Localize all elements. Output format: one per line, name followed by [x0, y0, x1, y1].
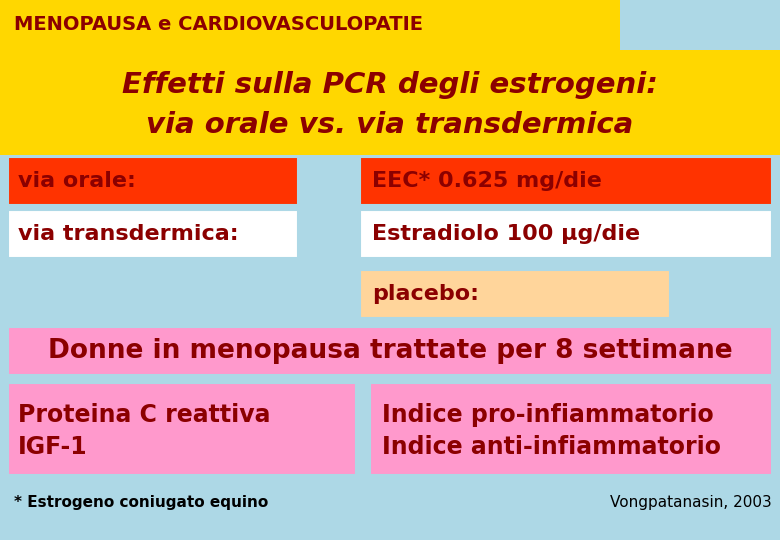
Text: Indice anti-infiammatorio: Indice anti-infiammatorio: [382, 435, 721, 459]
Text: via orale vs. via transdermica: via orale vs. via transdermica: [147, 111, 633, 139]
Text: placebo:: placebo:: [372, 284, 479, 304]
Text: EEC* 0.625 mg/die: EEC* 0.625 mg/die: [372, 171, 602, 191]
Text: MENOPAUSA e CARDIOVASCULOPATIE: MENOPAUSA e CARDIOVASCULOPATIE: [14, 16, 423, 35]
Text: Vongpatanasin, 2003: Vongpatanasin, 2003: [610, 495, 772, 510]
Bar: [8, 157, 298, 205]
Bar: [0, 0, 620, 50]
Bar: [360, 157, 772, 205]
Bar: [8, 210, 298, 258]
Bar: [0, 50, 780, 155]
Text: Estradiolo 100 μg/die: Estradiolo 100 μg/die: [372, 224, 640, 244]
Text: Indice pro-infiammatorio: Indice pro-infiammatorio: [382, 403, 714, 427]
Bar: [8, 327, 772, 375]
Text: Proteina C reattiva: Proteina C reattiva: [18, 403, 271, 427]
Bar: [360, 210, 772, 258]
Text: Effetti sulla PCR degli estrogeni:: Effetti sulla PCR degli estrogeni:: [122, 71, 658, 99]
Bar: [8, 383, 356, 475]
Text: via orale:: via orale:: [18, 171, 136, 191]
Bar: [360, 270, 670, 318]
Text: * Estrogeno coniugato equino: * Estrogeno coniugato equino: [14, 495, 268, 510]
Text: IGF-1: IGF-1: [18, 435, 87, 459]
Bar: [370, 383, 772, 475]
Text: Donne in menopausa trattate per 8 settimane: Donne in menopausa trattate per 8 settim…: [48, 338, 732, 364]
Text: via transdermica:: via transdermica:: [18, 224, 239, 244]
